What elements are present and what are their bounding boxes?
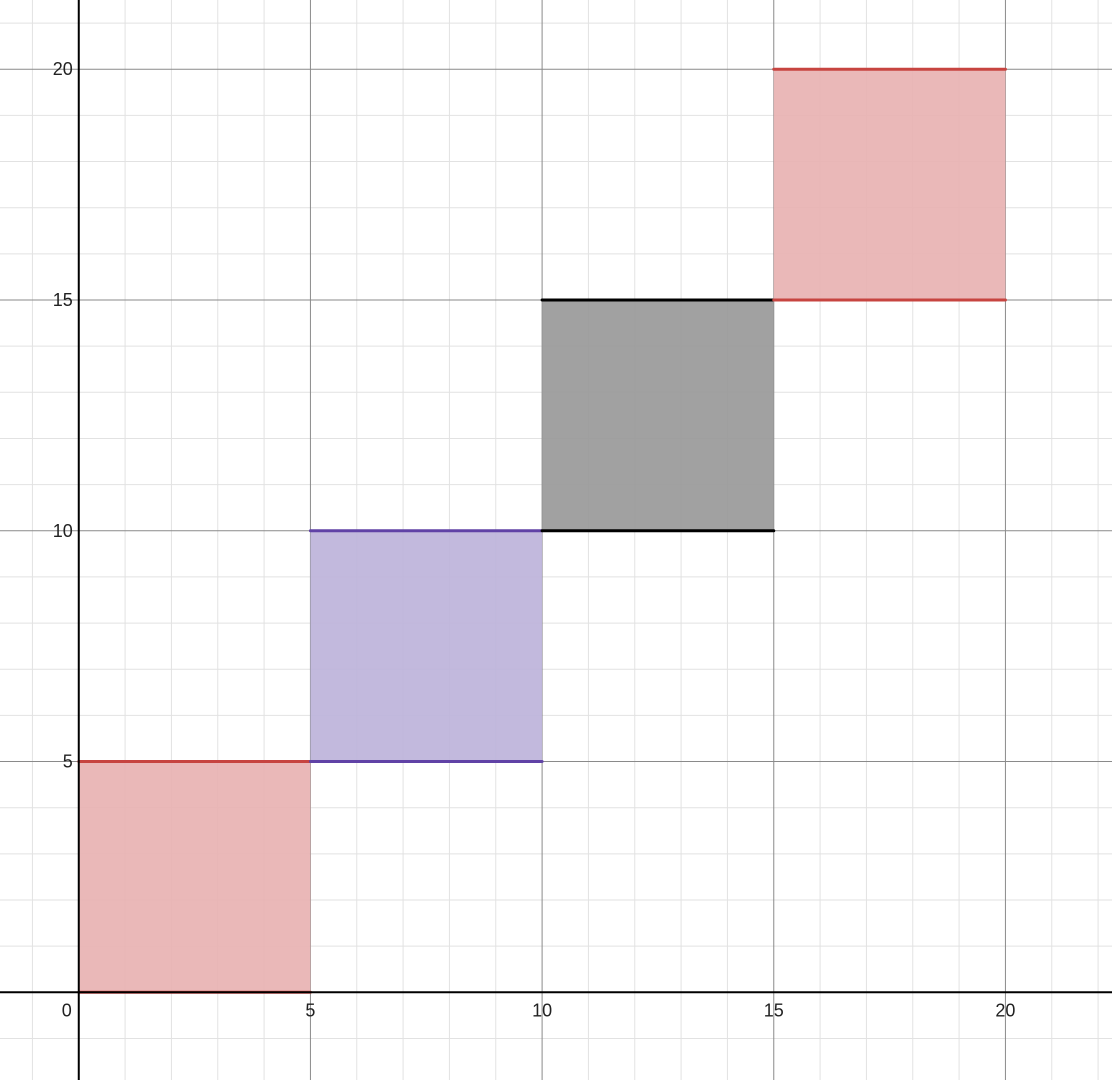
x-tick-label: 10 [532,1000,552,1020]
tick-labels: 0 5 10 15 20 5 10 15 20 [53,59,1016,1020]
region-fill-2 [310,530,543,762]
region-fill-4 [773,69,1006,300]
region-fill-3 [542,300,774,531]
y-tick-label: 10 [53,521,73,541]
x-tick-label: 0 [62,1000,72,1020]
y-tick-label: 5 [63,752,73,772]
y-tick-label: 15 [53,290,73,310]
x-tick-label: 20 [995,1000,1015,1020]
region-fill-1 [78,761,311,993]
x-tick-label: 5 [305,1000,315,1020]
x-tick-label: 15 [764,1000,784,1020]
y-tick-label: 20 [53,59,73,79]
shaded-regions [77,67,1007,994]
